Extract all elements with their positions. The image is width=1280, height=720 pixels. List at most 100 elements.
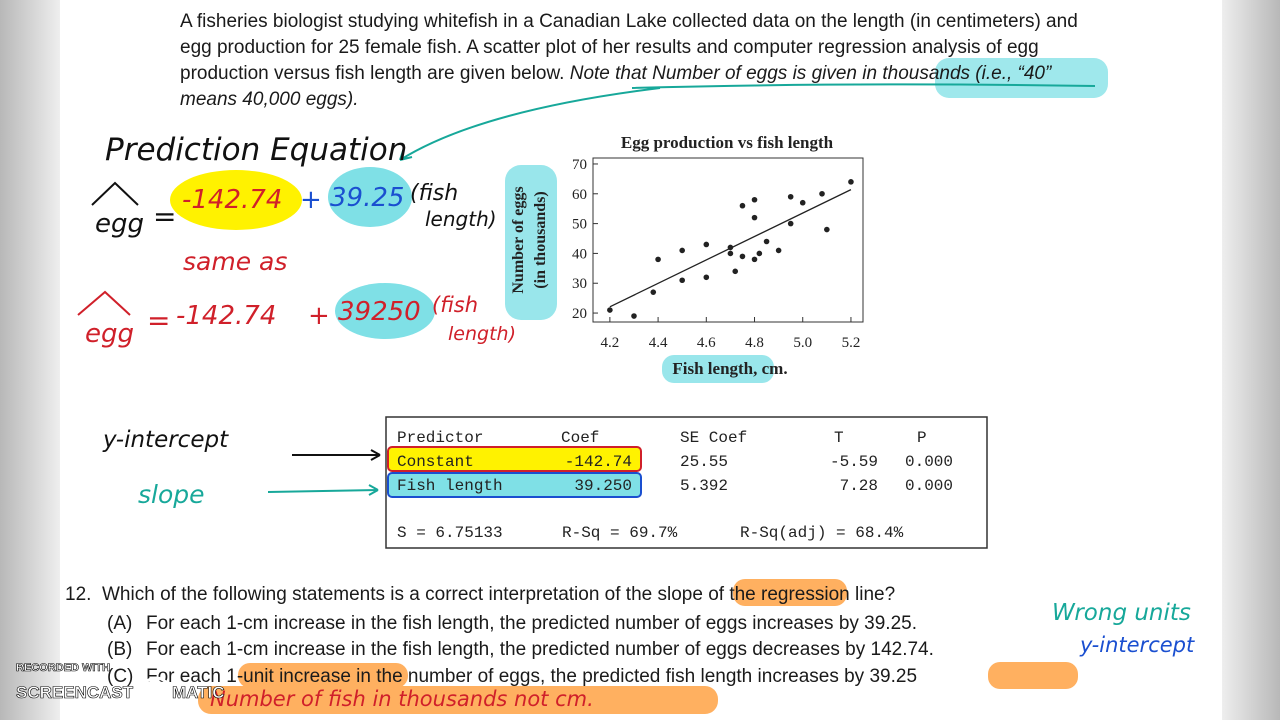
arrow <box>292 449 381 461</box>
highlight <box>335 283 435 339</box>
watermark-text: SCREENCAST <box>16 683 134 702</box>
x-tick-label: 5.2 <box>842 335 861 351</box>
point <box>631 313 637 319</box>
handwriting: y-intercept <box>102 427 229 453</box>
point <box>679 277 685 284</box>
highlight <box>387 472 642 498</box>
x-tick-label: 5.0 <box>793 335 812 351</box>
table-cell: 25.55 <box>680 453 728 471</box>
handwriting: + <box>308 301 330 331</box>
table-header: Predictor <box>397 429 483 447</box>
hat <box>91 181 139 206</box>
table-summary: R-Sq = 69.7% <box>562 524 678 542</box>
handwriting: (fish <box>410 181 458 206</box>
highlight <box>662 355 774 383</box>
x-tick-label: 4.4 <box>649 335 668 351</box>
point <box>824 226 830 233</box>
point <box>655 256 661 263</box>
handwriting: 39250 <box>338 297 421 327</box>
handwriting: length) <box>448 323 516 345</box>
option-letter: (B) <box>107 639 132 660</box>
arrow <box>267 484 379 496</box>
point <box>787 193 794 200</box>
x-axis-label: Fish length, cm. <box>672 359 787 378</box>
highlight <box>387 446 642 472</box>
option-text: For each 1-cm increase in the fish lengt… <box>146 639 934 660</box>
y-tick-label: 70 <box>572 157 587 173</box>
table-header: T <box>834 429 844 447</box>
table-cell: 39.250 <box>574 477 632 495</box>
point <box>739 253 746 260</box>
highlight <box>328 167 412 227</box>
x-tick-label: 4.6 <box>697 335 716 351</box>
handwriting: 39.25 <box>330 183 404 213</box>
point <box>787 220 794 227</box>
watermark-text: MATIC <box>172 683 225 702</box>
handwriting: y-intercept <box>1079 633 1195 657</box>
y-tick-label: 50 <box>572 217 587 233</box>
table-cell: Constant <box>397 453 474 471</box>
point <box>727 250 734 257</box>
question-text: Which of the following statements is a c… <box>102 584 895 605</box>
point <box>751 196 758 203</box>
highlight <box>170 170 302 230</box>
handwriting: = <box>153 200 176 233</box>
highlight <box>198 686 718 714</box>
handwriting: + <box>300 185 322 215</box>
table-cell: -5.59 <box>830 453 878 471</box>
y-axis-label: (in thousands) <box>532 191 549 288</box>
right-margin <box>1222 0 1280 720</box>
highlight <box>733 579 847 606</box>
point <box>650 289 657 295</box>
intro-note: Note that Number of eggs is given in tho… <box>570 63 1053 84</box>
intro-note: means 40,000 eggs). <box>180 89 359 110</box>
handwriting: Wrong units <box>1052 600 1191 626</box>
table-cell: 0.000 <box>905 477 953 495</box>
highlight <box>238 663 408 688</box>
y-tick-label: 30 <box>572 276 587 292</box>
handwriting: Prediction Equation <box>105 132 407 168</box>
option-text: For each 1-unit increase in the number o… <box>146 666 917 687</box>
scatter-chart: Egg production vs fish length Fish length… <box>510 133 864 378</box>
point <box>756 250 763 257</box>
y-tick-label: 40 <box>572 246 587 262</box>
table-cell: 0.000 <box>905 453 953 471</box>
highlight <box>505 165 557 320</box>
point <box>703 274 710 281</box>
point <box>727 244 734 251</box>
handwriting: -142.74 <box>182 185 282 215</box>
table-cell: 5.392 <box>680 477 728 495</box>
table-cell: -142.74 <box>565 453 632 471</box>
handwriting: -142.74 <box>176 301 276 331</box>
table-summary: R-Sq(adj) = 68.4% <box>740 524 904 542</box>
intro-line: A fisheries biologist studying whitefish… <box>180 11 1078 32</box>
y-tick-label: 60 <box>572 187 587 203</box>
option-letter: (A) <box>107 613 132 634</box>
point <box>775 247 782 254</box>
table-summary: S = 6.75133 <box>397 524 503 542</box>
option-letter: (C) <box>107 666 133 687</box>
point <box>607 307 613 313</box>
arrow <box>399 87 661 161</box>
hat <box>77 290 131 316</box>
point <box>799 199 806 206</box>
handwriting: slope <box>138 480 205 509</box>
intro-line: production versus fish length are given … <box>180 63 1053 84</box>
intro-line: egg production for 25 female fish. A sca… <box>180 37 1039 58</box>
handwriting: egg <box>85 319 134 349</box>
handwriting: Number of fish in thousands not cm. <box>210 687 594 711</box>
table-cell: Fish length <box>397 477 503 495</box>
table-header: Coef <box>561 429 599 447</box>
point <box>732 268 739 275</box>
point <box>848 179 854 185</box>
y-tick-label: 20 <box>572 306 587 322</box>
chart-title: Egg production vs fish length <box>621 133 834 152</box>
highlight <box>988 662 1078 689</box>
option-text: For each 1-cm increase in the fish lengt… <box>146 613 917 634</box>
x-tick-label: 4.8 <box>745 335 764 351</box>
intro-text: production versus fish length are given … <box>180 63 570 84</box>
point <box>703 241 710 248</box>
point <box>679 247 685 254</box>
table-header: SE Coef <box>680 429 747 447</box>
